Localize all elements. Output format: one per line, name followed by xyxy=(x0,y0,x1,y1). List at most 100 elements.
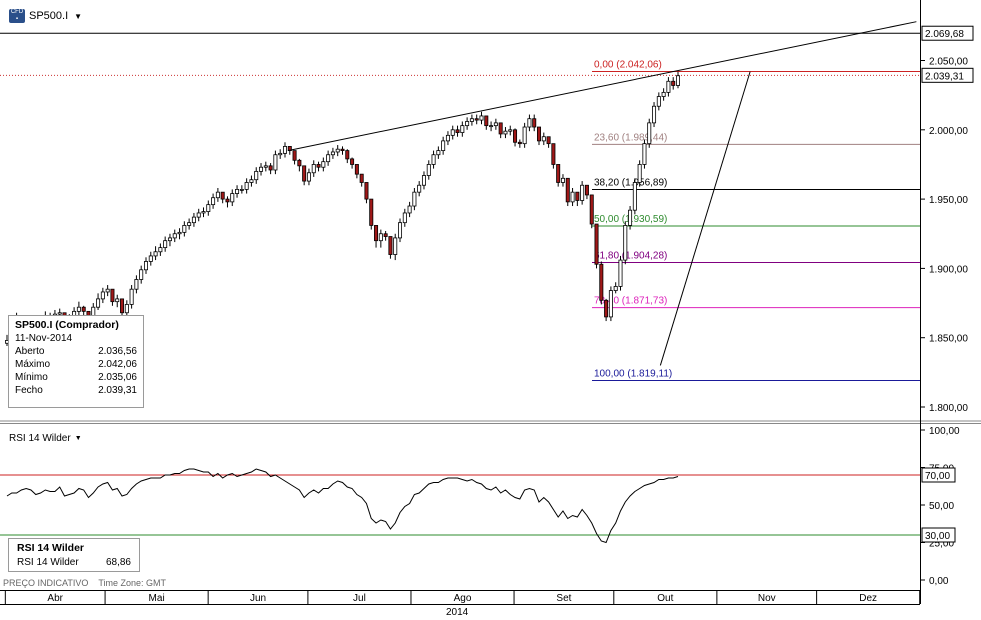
bull-candle xyxy=(57,312,62,315)
bull-candle xyxy=(167,237,172,242)
info-value: 2.039,31 xyxy=(98,385,137,396)
cfd-instrument-icon: CFD ▪ xyxy=(9,9,25,23)
bear-candle xyxy=(537,126,542,142)
x-month-label: Out xyxy=(657,593,673,604)
bear-candle xyxy=(340,148,345,151)
fib-level-label: 0,00 (2.042,06) xyxy=(594,60,662,71)
bull-candle xyxy=(637,164,642,183)
info-row-high: Máximo 2.042,06 xyxy=(15,359,137,370)
trend-line xyxy=(659,71,751,366)
bull-candle xyxy=(153,251,158,257)
bull-candle xyxy=(182,225,187,233)
bull-candle xyxy=(96,298,101,308)
x-month-label: Abr xyxy=(47,593,63,604)
bull-candle xyxy=(676,75,681,86)
rsi-box-title: RSI 14 Wilder xyxy=(17,542,85,554)
bull-candle xyxy=(263,165,268,168)
bull-candle xyxy=(311,164,316,174)
rsi-y-tick-label: 100,00 xyxy=(929,426,960,437)
bull-candle xyxy=(330,151,335,156)
info-label: Fecho xyxy=(15,385,43,396)
instrument-header[interactable]: CFD ▪ SP500.I ▼ xyxy=(9,8,82,24)
fib-level-label: 61,80 (1.904,28) xyxy=(594,250,667,261)
bull-candle xyxy=(503,130,508,135)
bear-candle xyxy=(268,165,273,171)
y-tick-label: 1.850,00 xyxy=(929,334,968,345)
fib-level-label: 38,20 (1.956,89) xyxy=(594,178,667,189)
bull-candle xyxy=(508,129,513,132)
x-month-label: Mai xyxy=(149,593,165,604)
bull-candle xyxy=(249,179,254,183)
bull-candle xyxy=(278,152,283,156)
bull-candle xyxy=(158,247,163,253)
bear-candle xyxy=(302,165,307,182)
bull-candle xyxy=(105,288,110,293)
info-value: 2.035,06 xyxy=(98,372,137,383)
x-month-label: Dez xyxy=(859,593,877,604)
bull-candle xyxy=(417,184,422,193)
bull-candle xyxy=(306,172,311,182)
bull-candle xyxy=(421,175,426,186)
bear-candle xyxy=(350,158,355,165)
fib-level-label: 23,60 (1.989,44) xyxy=(594,132,667,143)
bear-candle xyxy=(594,223,599,265)
bull-candle xyxy=(441,140,446,151)
bull-candle xyxy=(613,286,618,291)
bull-candle xyxy=(460,125,465,133)
bull-candle xyxy=(206,204,211,212)
bull-candle xyxy=(426,164,431,176)
bull-candle xyxy=(115,298,120,303)
info-box-title: SP500.I (Comprador) xyxy=(15,319,119,331)
bull-candle xyxy=(618,259,623,287)
rsi-level-label: 30,00 xyxy=(925,531,950,542)
bull-candle xyxy=(143,261,148,271)
bear-candle xyxy=(671,80,676,86)
bear-candle xyxy=(565,177,570,203)
x-month-label: Set xyxy=(556,593,571,604)
y-tick-label: 1.800,00 xyxy=(929,403,968,414)
bull-candle xyxy=(642,143,647,165)
bear-candle xyxy=(599,263,604,301)
rsi-info-box: RSI 14 Wilder RSI 14 Wilder 68,86 xyxy=(8,538,140,572)
rsi-title: RSI 14 Wilder xyxy=(9,433,71,444)
x-month-label: Jun xyxy=(250,593,266,604)
bull-candle xyxy=(191,216,196,224)
rsi-caret-down-icon[interactable]: ▼ xyxy=(74,435,82,442)
bull-candle xyxy=(239,188,244,191)
bull-candle xyxy=(522,126,527,145)
rsi-y-tick-label: 50,00 xyxy=(929,501,954,512)
bull-candle xyxy=(215,191,220,199)
rsi-y-tick-label: 0,00 xyxy=(929,576,949,587)
x-month-label: Jul xyxy=(353,593,366,604)
info-value: 2.042,06 xyxy=(98,359,137,370)
info-row-open: Aberto 2.036,56 xyxy=(15,346,137,357)
bear-candle xyxy=(556,164,561,183)
bull-candle xyxy=(321,161,326,168)
bull-candle xyxy=(493,122,498,127)
bear-candle xyxy=(498,122,503,135)
bear-candle xyxy=(374,225,379,242)
bull-candle xyxy=(139,269,144,280)
rsi-header[interactable]: RSI 14 Wilder ▼ xyxy=(9,433,82,444)
bull-candle xyxy=(244,182,249,190)
year-label: 2014 xyxy=(446,607,469,618)
bull-candle xyxy=(273,154,278,171)
bull-candle xyxy=(282,146,287,154)
rsi-series-line xyxy=(6,468,679,544)
caret-down-icon[interactable]: ▼ xyxy=(74,11,83,21)
bull-candle xyxy=(335,148,340,153)
bear-candle xyxy=(369,198,374,226)
bull-candle xyxy=(560,177,565,183)
info-value: 2.036,56 xyxy=(98,346,137,357)
rsi-level-box xyxy=(921,467,956,483)
x-month-label: Ago xyxy=(454,593,472,604)
footer-note: PREÇO INDICATIVO Time Zone: GMT xyxy=(3,578,166,588)
bull-candle xyxy=(326,154,331,163)
bull-candle xyxy=(647,122,652,145)
trend-line xyxy=(287,21,917,152)
bear-candle xyxy=(546,136,551,145)
bull-candle xyxy=(134,279,139,290)
bull-candle xyxy=(412,191,417,207)
indicative-price-note: PREÇO INDICATIVO xyxy=(3,578,89,588)
bear-candle xyxy=(388,236,393,255)
